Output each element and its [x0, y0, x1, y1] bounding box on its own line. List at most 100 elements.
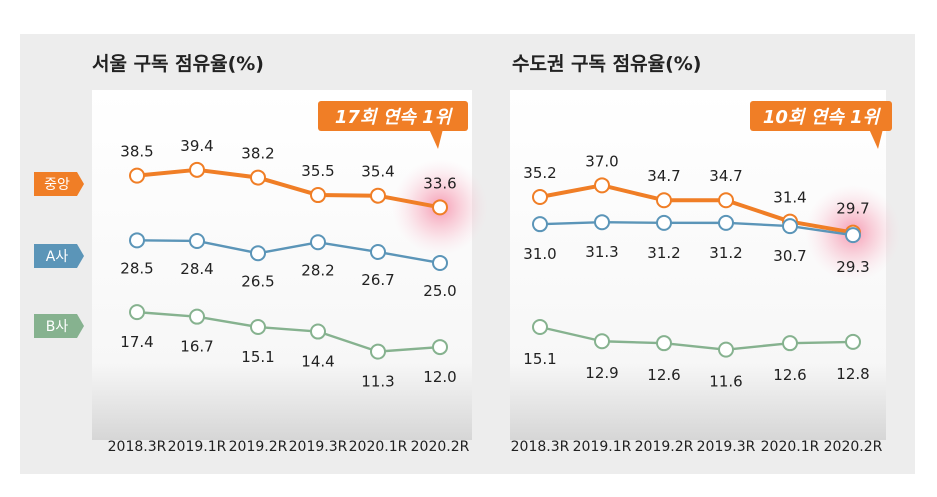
series-line-1	[539, 183, 854, 235]
data-point	[432, 339, 448, 356]
data-point	[310, 323, 326, 340]
data-label: 25.0	[423, 282, 456, 300]
series-line-2	[539, 221, 854, 237]
x-tick-label: 2019.3R	[697, 439, 756, 455]
legend-label: A사	[46, 249, 69, 265]
data-label: 28.5	[120, 259, 153, 277]
x-tick-label: 2018.3R	[511, 439, 570, 455]
data-label: 37.0	[585, 152, 618, 170]
data-point	[718, 192, 734, 209]
data-label: 31.2	[647, 244, 680, 262]
legend-swatch	[34, 172, 84, 196]
data-point	[432, 254, 448, 271]
data-label: 28.2	[301, 261, 334, 279]
data-label: 38.5	[120, 143, 153, 161]
data-label: 35.4	[361, 163, 394, 181]
data-point	[432, 199, 448, 216]
legend-item-3: B사	[34, 314, 84, 338]
data-point	[718, 341, 734, 358]
data-point	[532, 188, 548, 205]
data-label: 17.4	[120, 333, 153, 351]
badge-box	[318, 101, 468, 131]
chart-1: 서울 구독 점유율(%) 38.5 39.4 38.2 35.5 35.4 33.6 28.5…	[34, 53, 488, 455]
data-point	[129, 167, 145, 184]
badge-text: 17회 연속 1위	[335, 107, 454, 128]
badge-pointer	[869, 129, 883, 149]
data-point	[370, 187, 386, 204]
x-tick-label: 2020.1R	[349, 439, 408, 455]
legend-label: 중앙	[44, 177, 70, 193]
data-point	[782, 335, 798, 352]
data-point	[656, 192, 672, 209]
data-label: 12.6	[773, 366, 806, 384]
data-point	[656, 214, 672, 231]
series-line-3	[539, 325, 854, 351]
data-point	[532, 319, 548, 336]
x-tick-label: 2018.3R	[108, 439, 167, 455]
data-label: 26.7	[361, 271, 394, 289]
badge-text: 10회 연속 1위	[763, 107, 882, 128]
data-label: 14.4	[301, 353, 334, 371]
x-tick-label: 2019.2R	[635, 439, 694, 455]
data-label: 12.9	[585, 364, 618, 382]
data-label: 12.6	[647, 366, 680, 384]
data-point	[782, 218, 798, 235]
data-label: 29.3	[836, 258, 869, 276]
data-label: 29.7	[836, 200, 869, 218]
legend-item-2: A사	[34, 244, 84, 268]
series-line-1	[136, 167, 441, 210]
chart-title: 서울 구독 점유율(%)	[92, 53, 264, 75]
data-label: 39.4	[180, 137, 213, 155]
data-label: 31.4	[773, 189, 806, 207]
data-label: 15.1	[523, 350, 556, 368]
data-point	[129, 232, 145, 249]
data-point	[594, 214, 610, 231]
legend-swatch	[34, 244, 84, 268]
data-point	[370, 243, 386, 260]
data-point	[189, 308, 205, 325]
series-line-2	[136, 239, 441, 265]
data-point	[310, 187, 326, 204]
data-point	[250, 169, 266, 186]
data-label: 12.8	[836, 365, 869, 383]
x-tick-label: 2020.2R	[411, 439, 470, 455]
badge-box	[750, 101, 892, 131]
x-tick-label: 2019.3R	[289, 439, 348, 455]
data-point	[250, 245, 266, 262]
data-point	[310, 234, 326, 251]
legend-item-1: 중앙	[34, 172, 84, 196]
data-point	[532, 216, 548, 233]
x-tick-label: 2019.1R	[168, 439, 227, 455]
data-label: 15.1	[241, 348, 274, 366]
data-label: 11.6	[709, 373, 742, 391]
data-point	[845, 333, 861, 350]
data-label: 31.0	[523, 245, 556, 263]
data-point	[845, 227, 861, 244]
data-point	[370, 343, 386, 360]
data-point	[718, 214, 734, 231]
plot-area	[92, 90, 472, 440]
data-label: 34.7	[709, 167, 742, 185]
data-point	[250, 319, 266, 336]
data-point	[656, 335, 672, 352]
data-label: 38.2	[241, 145, 274, 163]
data-label: 30.7	[773, 247, 806, 265]
badge-pointer	[429, 129, 443, 149]
data-label: 11.3	[361, 373, 394, 391]
data-label: 35.2	[523, 164, 556, 182]
data-label: 31.2	[709, 244, 742, 262]
data-label: 34.7	[647, 167, 680, 185]
data-label: 12.0	[423, 368, 456, 386]
data-label: 26.5	[241, 272, 274, 290]
legend-label: B사	[46, 319, 69, 335]
chart-2: 수도권 구독 점유율(%) 35.2 37.0 34.7 34.7 31.4 29.7 31.…	[510, 53, 901, 455]
data-point	[594, 333, 610, 350]
x-tick-label: 2020.1R	[761, 439, 820, 455]
x-tick-label: 2020.2R	[824, 439, 883, 455]
x-tick-label: 2019.1R	[573, 439, 632, 455]
data-point	[129, 304, 145, 321]
x-tick-label: 2019.2R	[229, 439, 288, 455]
series-line-3	[136, 310, 441, 353]
data-label: 33.6	[423, 174, 456, 192]
